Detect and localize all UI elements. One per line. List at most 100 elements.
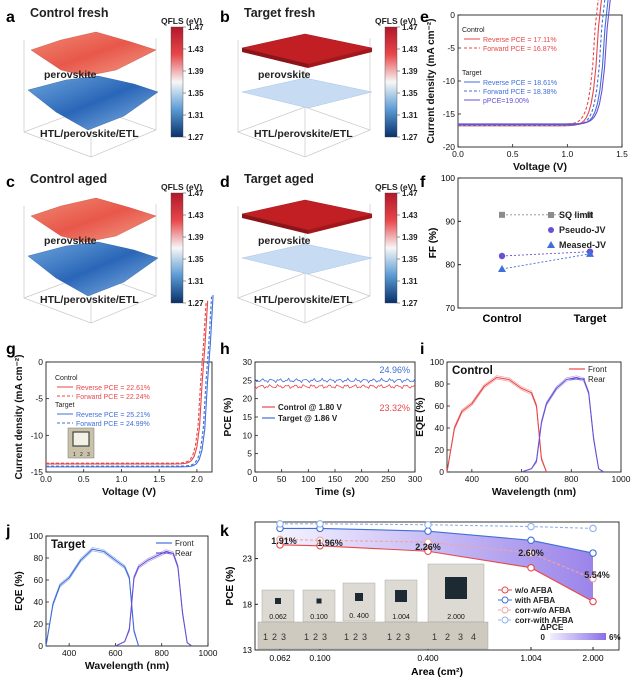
x-tick-label: 1.5 <box>616 149 628 159</box>
colorbar-tick-label: 1.35 <box>402 255 418 264</box>
panel-letter-e: e <box>420 9 429 26</box>
y-tick-label: 70 <box>446 303 456 313</box>
active-area <box>445 577 467 599</box>
x-tick-label: 1.0 <box>561 149 573 159</box>
legend-entry: w/o AFBA <box>514 586 553 595</box>
jv-curve <box>458 0 599 126</box>
legend-entry: SQ limit <box>559 210 593 220</box>
chart-j: 400 600 800 1000 0 20 40 60 80 100 Wavelength (nm)… <box>14 531 218 672</box>
ruler-strip <box>257 621 489 650</box>
ruler-digit: 2 <box>313 632 318 642</box>
x-tick-label: 800 <box>564 474 578 484</box>
x-tick-label: 250 <box>381 474 395 484</box>
stack-surface <box>241 243 373 275</box>
y-tick-label: -15 <box>443 109 456 119</box>
ruler-digit: 3 <box>281 632 286 642</box>
colorbar-label: QFLS (eV) <box>375 16 416 26</box>
ruler-digit: 2 <box>353 632 358 642</box>
colorbar-label: QFLS (eV) <box>375 182 416 192</box>
x-axis-label: Wavelength (nm) <box>492 486 576 498</box>
series-connector <box>501 253 591 270</box>
y-tick-label: 60 <box>34 575 44 585</box>
photo-area-label: 0.100 <box>310 614 328 621</box>
photo-area-label: 0.062 <box>269 614 287 621</box>
x-tick-label: 0.0 <box>40 474 52 484</box>
legend-entry: Front <box>588 365 607 374</box>
top-layer-label: perovskite <box>44 69 97 81</box>
y-tick-label: 10 <box>243 430 253 440</box>
legend-entry: Rear <box>588 375 606 384</box>
perovskite-surface-edge <box>308 48 372 68</box>
x-tick-label: 0.0 <box>452 149 464 159</box>
colorbar-label: QFLS (eV) <box>161 182 202 192</box>
x-tick-label: 400 <box>465 474 479 484</box>
inset-ruler-label: 1 <box>73 452 76 458</box>
legend-marker <box>547 241 555 248</box>
delta-pce-label: 2.26% <box>415 542 441 552</box>
annotation-target: 24.96% <box>379 365 410 375</box>
data-point <box>316 520 324 528</box>
y-tick-label: 20 <box>34 619 44 629</box>
legend-entry: Rear <box>175 549 193 558</box>
jv-curve <box>458 0 611 125</box>
bottom-layer-label: HTL/perovskite/ETL <box>254 128 353 140</box>
y-tick-label: 80 <box>446 260 456 270</box>
data-point <box>587 211 593 218</box>
y-tick-label: 100 <box>29 531 43 541</box>
ruler-digit: 3 <box>405 632 410 642</box>
perovskite-surface <box>30 197 157 243</box>
y-tick-label: 80 <box>435 379 445 389</box>
legend-entry: with AFBA <box>514 596 555 605</box>
colorbar-tick-label: 1.31 <box>402 111 418 120</box>
x-axis-label: Voltage (V) <box>513 161 567 173</box>
data-point <box>498 252 506 260</box>
x-tick-label: 200 <box>355 474 369 484</box>
perovskite-surface <box>30 31 157 77</box>
panel-letter-d: d <box>220 174 230 191</box>
data-point <box>424 527 432 535</box>
x-tick-label: 1000 <box>612 474 631 484</box>
y-tick-label: 90 <box>446 216 456 226</box>
device-photo <box>342 582 376 622</box>
inset-ruler-label: 3 <box>87 452 90 458</box>
legend-marker <box>501 606 509 614</box>
delta-pce-label: 5.54% <box>584 570 610 580</box>
ruler-digit: 2 <box>272 632 277 642</box>
y-axis-label: EQE (%) <box>14 571 25 610</box>
jv-curve <box>46 302 207 464</box>
x-tick-label: 0.5 <box>507 149 519 159</box>
colorbar-tick-label: 1.43 <box>402 211 418 220</box>
panel-letter-g: g <box>6 341 16 358</box>
ruler-digit: 3 <box>458 632 463 642</box>
panel-letter-a: a <box>6 9 15 26</box>
legend-entry: Target @ 1.86 V <box>278 414 338 423</box>
jv-curve <box>458 0 609 126</box>
y-tick-label: 18 <box>243 599 253 609</box>
legend-group-label: Control <box>55 375 78 382</box>
x-axis-label: Area (cm²) <box>411 666 463 678</box>
y-axis-label: Current density (mA cm⁻²) <box>426 19 437 144</box>
y-tick-label: 23 <box>243 554 253 564</box>
series-connector <box>501 251 591 257</box>
legend-entry: Control @ 1.80 V <box>278 403 342 412</box>
eqe-curve <box>115 552 192 647</box>
eqe-curve <box>115 549 192 647</box>
box-frame <box>237 106 306 133</box>
ruler-digit: 1 <box>432 632 437 642</box>
data-point <box>276 520 284 528</box>
colorbar-tick-label: 1.27 <box>188 299 204 308</box>
jv-curve <box>46 300 209 465</box>
data-point <box>589 574 597 583</box>
qfls-colorbar <box>170 26 184 138</box>
box-frame <box>237 272 306 299</box>
x-axis-label: Wavelength (nm) <box>85 660 169 672</box>
delta-pce-region <box>280 528 593 602</box>
colorbar-tick-label: 1.27 <box>188 133 204 142</box>
perovskite-surface <box>241 33 373 65</box>
x-tick-label: 150 <box>328 474 342 484</box>
y-tick-label: 20 <box>243 394 253 404</box>
x-tick-label: 1.0 <box>116 474 128 484</box>
legend-entry: Meased-JV <box>559 240 606 250</box>
chart-g: 0.0 0.5 1.0 1.5 2.0 0 -5 -10 -15 Voltage (V) Curre… <box>14 295 214 498</box>
